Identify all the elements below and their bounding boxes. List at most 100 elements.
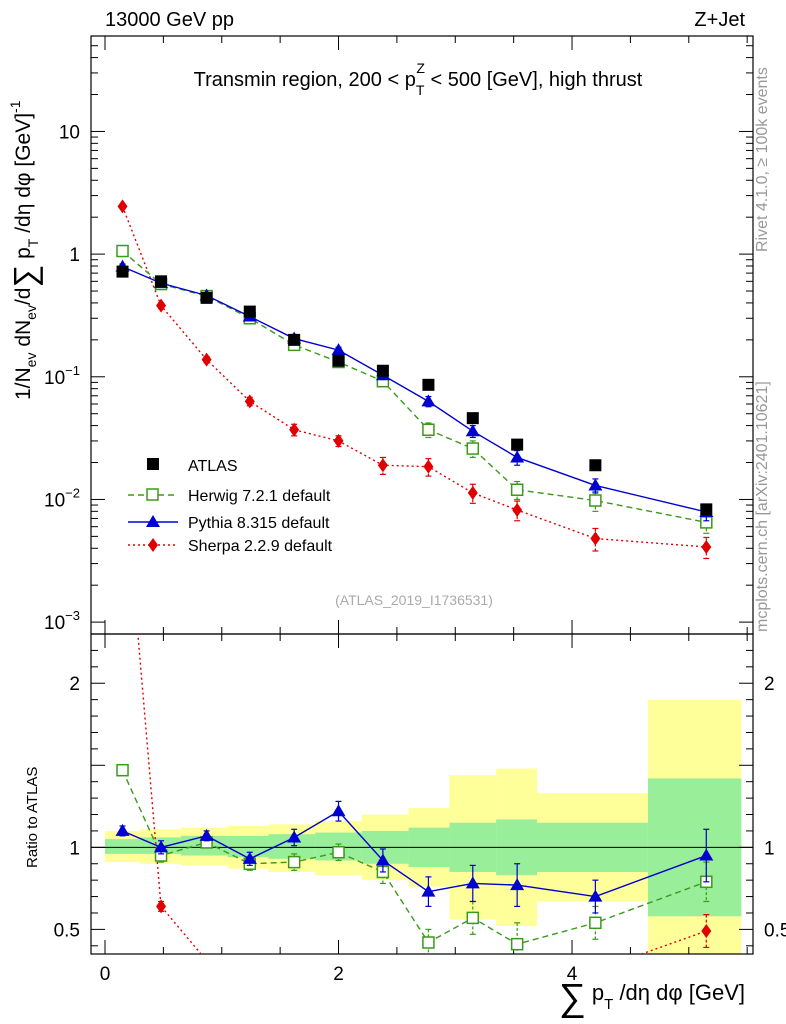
ylabel-p: p [12,247,35,265]
main-sherpa-point [201,352,212,367]
analysis-watermark: (ATLAS_2019_I1736531) [335,592,493,608]
main-ytick-label: 1 [69,245,80,266]
ytick-base: 10 [44,490,65,511]
ytick-exp: −1 [65,363,80,378]
main-sherpa-point [512,503,523,518]
xlabel-p: p [586,980,604,1005]
ratio-ytick-label-right: 2 [764,674,775,695]
main-herwig-point [466,442,480,455]
ratio-sherpa-point [245,973,255,987]
ratio-pythia-point [287,830,302,843]
ytick-exp: −3 [65,608,80,623]
ratio-sherpa-point [378,977,388,991]
ratio-pythia-point [510,878,525,891]
main-sherpa-point [117,199,128,214]
band-inner [105,839,141,854]
main-ylabel: 1/Nev dNev/d∑ pT /dη dφ [GeV]-1 [7,100,43,400]
legend-atlas: ATLAS [188,458,238,475]
ratio-sherpa-point [423,970,433,984]
ylabel-sub-ev1: ev [23,353,39,368]
ratio-sherpa-point [118,446,128,460]
ratio-pythia-point [242,851,257,864]
ratio-uncertainty-bands [105,699,742,954]
chart-title: Transmin region, 200 < pTZ < 500 [GeV], … [194,60,643,98]
ratio-pythia-point [421,884,436,897]
main-sherpa-point [467,485,478,500]
main-atlas-point [288,333,301,346]
ratio-ylabel: Ratio to ATLAS [24,767,41,868]
ratio-herwig-point [116,763,129,777]
main-sherpa-point [156,298,167,313]
ytick-base: 10 [44,368,65,389]
main-sherpa-line [121,206,707,548]
main-sherpa-point [423,459,434,474]
ratio-ytick-label-right: 0.5 [764,920,786,941]
ratio-pythia-line [122,810,707,898]
legend: ATLAS Herwig 7.2.1 default Pythia 8.315 … [128,458,333,555]
x-tick-label: 0 [100,964,111,985]
main-sherpa-point [244,394,255,409]
main-atlas-point [155,275,168,288]
main-pythia-line [122,266,707,513]
main-atlas-point [332,354,345,367]
ratio-sherpa-point [156,899,167,914]
main-atlas-point [200,291,213,304]
ratio-ytick-label-left: 1 [69,838,80,859]
main-sherpa-point [333,433,344,448]
title-sup-z: Z [416,60,425,76]
main-sherpa-point [289,422,300,437]
ratio-y-ticks: 0.5 0.5 1 1 2 2 [54,649,786,947]
main-herwig-point [116,244,129,258]
ratio-ytick-label-left: 0.5 [54,920,80,941]
main-series [115,199,714,560]
x-ticks: 0 2 4 [100,36,748,985]
main-pythia-point [510,450,525,463]
title-part-2: < 500 [GeV], high thrust [425,69,643,91]
main-atlas-point [466,412,479,425]
legend-pythia-marker [146,515,160,527]
header-left: 13000 GeV pp [105,9,234,31]
main-ytick-label: 10−3 [44,608,80,634]
ratio-series [115,446,714,991]
ylabel-d: /d [12,288,35,306]
legend-herwig: Herwig 7.2.1 default [188,488,331,505]
main-atlas-point [243,305,256,318]
ratio-herwig-point [589,916,602,930]
main-atlas-point [511,438,524,451]
ratio-sherpa-point [701,924,712,939]
band-inner [227,835,269,858]
ratio-herwig-point [422,936,435,949]
ratio-sherpa-point [512,957,522,971]
ylabel-sum: ∑ [7,265,43,288]
xlabel-tail: /dη dφ [GeV] [613,980,745,1005]
xlabel-sum: ∑ [559,977,586,1019]
ratio-pythia-point [465,876,480,889]
ratio-herwig-point [287,855,301,869]
ratio-herwig-line [121,769,707,945]
main-atlas-point [376,364,389,377]
main-pythia-point [421,394,436,407]
main-ytick-label: 10−1 [44,363,80,389]
main-pythia-point [465,424,480,437]
ratio-pythia-point [154,840,169,853]
ratio-herwig-point [510,937,524,951]
main-ytick-label: 10−2 [44,485,80,511]
ratio-pythia-point [331,804,346,817]
main-atlas-point [589,459,602,472]
ratio-ytick-label-right: 1 [764,838,775,859]
main-sherpa-point [701,539,712,554]
ratio-sherpa-line [137,634,707,954]
ylabel-sub-t: T [25,238,41,247]
ratio-pythia-point [115,823,130,836]
main-herwig-point [422,423,435,436]
ylabel-prefix: 1/N [12,367,35,400]
ratio-pythia-point [375,853,390,866]
main-pythia-point [588,478,603,491]
main-sherpa-point [377,458,388,473]
header-right: Z+Jet [694,9,745,31]
main-herwig-point [510,483,524,496]
ylabel-mid: dN [12,320,35,353]
ratio-sherpa-point [289,974,299,988]
